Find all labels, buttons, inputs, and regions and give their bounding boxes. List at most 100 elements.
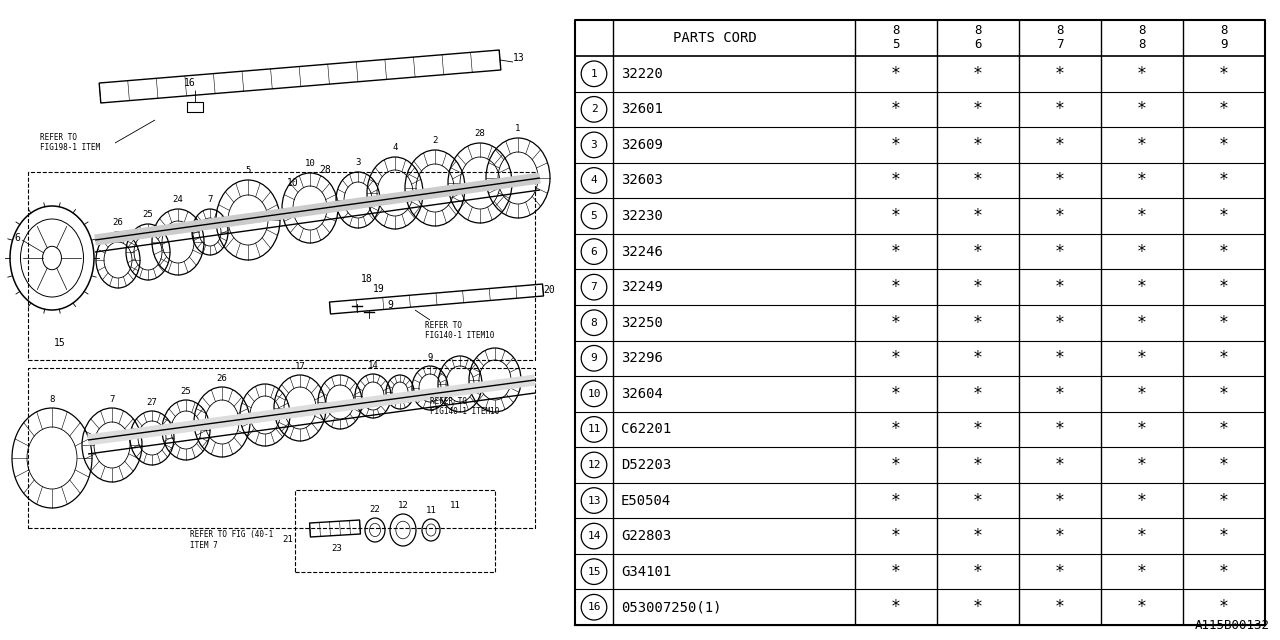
Text: *: *	[891, 563, 901, 580]
Text: *: *	[973, 243, 983, 260]
Text: FIG198-1 ITEM: FIG198-1 ITEM	[40, 143, 100, 152]
Text: *: *	[1219, 420, 1229, 438]
Text: 27: 27	[147, 398, 157, 407]
Text: 20: 20	[543, 285, 554, 295]
Text: *: *	[891, 100, 901, 118]
Text: *: *	[1219, 385, 1229, 403]
Text: 4: 4	[392, 143, 398, 152]
Text: 9: 9	[387, 300, 393, 310]
Text: 32609: 32609	[621, 138, 663, 152]
Text: *: *	[1219, 598, 1229, 616]
Text: 25: 25	[142, 210, 154, 219]
Text: 1: 1	[516, 124, 521, 133]
Text: *: *	[1219, 65, 1229, 83]
Text: FIG140-1 ITEM10: FIG140-1 ITEM10	[425, 330, 494, 339]
Text: E50504: E50504	[621, 493, 671, 508]
Text: *: *	[1055, 100, 1065, 118]
Text: *: *	[1219, 100, 1229, 118]
Text: 8: 8	[1138, 24, 1146, 38]
Text: G22803: G22803	[621, 529, 671, 543]
Text: 10: 10	[588, 389, 600, 399]
Text: *: *	[1219, 492, 1229, 509]
Text: *: *	[1219, 563, 1229, 580]
Text: *: *	[973, 598, 983, 616]
Text: 22: 22	[370, 505, 380, 514]
Text: *: *	[891, 136, 901, 154]
Text: *: *	[973, 349, 983, 367]
Text: *: *	[1137, 456, 1147, 474]
Text: 5: 5	[590, 211, 598, 221]
Text: *: *	[1137, 100, 1147, 118]
Text: 11: 11	[588, 424, 600, 435]
Text: 25: 25	[180, 387, 192, 396]
Text: 8: 8	[892, 24, 900, 38]
Text: *: *	[1219, 527, 1229, 545]
Text: 7: 7	[207, 195, 212, 204]
Text: 14: 14	[367, 361, 379, 370]
Text: *: *	[1137, 278, 1147, 296]
Text: REFER TO: REFER TO	[425, 321, 462, 330]
Text: *: *	[1055, 278, 1065, 296]
Text: 28: 28	[475, 129, 485, 138]
Text: 9: 9	[590, 353, 598, 364]
Text: 32249: 32249	[621, 280, 663, 294]
Text: *: *	[1137, 243, 1147, 260]
Text: *: *	[973, 420, 983, 438]
Text: *: *	[973, 172, 983, 189]
Text: 32296: 32296	[621, 351, 663, 365]
Text: 10: 10	[305, 159, 315, 168]
Text: *: *	[973, 527, 983, 545]
Text: *: *	[973, 456, 983, 474]
Text: 32601: 32601	[621, 102, 663, 116]
Text: *: *	[1055, 65, 1065, 83]
Text: *: *	[1055, 136, 1065, 154]
Text: 5: 5	[246, 166, 251, 175]
Text: 19: 19	[374, 284, 385, 294]
Text: *: *	[1055, 207, 1065, 225]
Text: *: *	[1219, 456, 1229, 474]
Text: 14: 14	[588, 531, 600, 541]
Text: 8: 8	[974, 24, 982, 38]
Text: REFER TO FIG (40-1: REFER TO FIG (40-1	[189, 531, 273, 540]
Text: 3: 3	[590, 140, 598, 150]
Text: *: *	[1219, 349, 1229, 367]
Text: *: *	[1137, 136, 1147, 154]
Text: *: *	[891, 314, 901, 332]
Text: 18: 18	[361, 274, 372, 284]
Text: 24: 24	[173, 195, 183, 204]
Text: 16: 16	[588, 602, 600, 612]
Text: *: *	[973, 100, 983, 118]
Text: 5: 5	[892, 38, 900, 51]
Text: 3: 3	[356, 158, 361, 167]
Text: *: *	[973, 314, 983, 332]
Text: *: *	[1055, 563, 1065, 580]
Text: 17: 17	[294, 362, 306, 371]
Text: 11: 11	[449, 501, 461, 510]
Text: 8: 8	[590, 317, 598, 328]
Text: 1: 1	[590, 68, 598, 79]
Text: *: *	[891, 65, 901, 83]
Text: A115B00132: A115B00132	[1196, 619, 1270, 632]
Text: *: *	[891, 243, 901, 260]
Text: *: *	[1137, 492, 1147, 509]
Text: *: *	[1055, 456, 1065, 474]
Text: *: *	[1055, 420, 1065, 438]
Text: *: *	[891, 527, 901, 545]
Text: *: *	[1219, 172, 1229, 189]
Text: C62201: C62201	[621, 422, 671, 436]
Text: *: *	[891, 456, 901, 474]
Text: *: *	[973, 278, 983, 296]
Text: *: *	[1055, 492, 1065, 509]
Text: *: *	[973, 563, 983, 580]
Text: 21: 21	[283, 536, 293, 545]
Text: *: *	[1137, 598, 1147, 616]
Text: 32603: 32603	[621, 173, 663, 188]
Text: *: *	[1219, 136, 1229, 154]
Text: *: *	[1055, 385, 1065, 403]
Text: 12: 12	[588, 460, 600, 470]
Text: *: *	[1219, 278, 1229, 296]
Text: REFER TO: REFER TO	[430, 397, 467, 406]
Text: 7: 7	[1056, 38, 1064, 51]
Text: *: *	[973, 65, 983, 83]
Text: 10: 10	[287, 178, 298, 188]
